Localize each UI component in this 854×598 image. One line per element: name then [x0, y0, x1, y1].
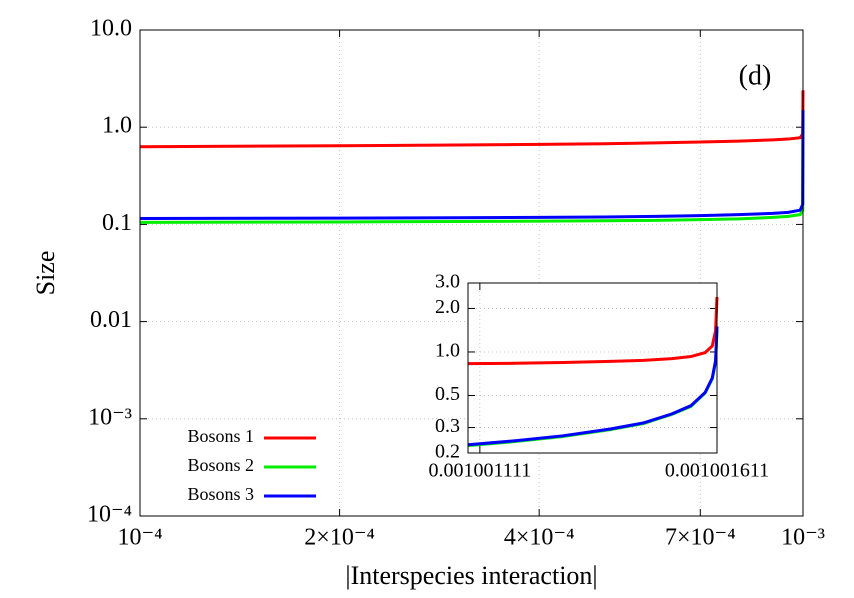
- y-tick-label: 0.01: [90, 307, 132, 333]
- series-line: [140, 90, 805, 149]
- series-line: [140, 112, 805, 224]
- series-line: [140, 110, 805, 220]
- plot-frame: [139, 29, 804, 517]
- x-tick-label: 0.001001611: [665, 460, 769, 482]
- annotation: (d): [739, 60, 772, 91]
- plot-frame: [467, 282, 718, 454]
- y-tick-label: 3.0: [435, 271, 460, 293]
- plot-background: [468, 283, 717, 453]
- x-axis-label: |Interspecies interaction|: [345, 561, 597, 590]
- y-tick-label: 0.1: [102, 210, 132, 236]
- series-line: [468, 326, 719, 447]
- y-tick-label: 10⁻³: [88, 404, 132, 430]
- y-tick-label: 0.3: [435, 415, 460, 437]
- legend-label: Bosons 1: [187, 426, 254, 446]
- y-tick-label: 0.2: [435, 441, 460, 463]
- y-tick-label: 10⁻⁴: [87, 502, 132, 528]
- x-tick-label: 10⁻³: [781, 524, 825, 550]
- x-tick-label: 2×10⁻⁴: [304, 524, 375, 550]
- legend-label: Bosons 3: [187, 484, 254, 504]
- x-tick-label: 0.001001111: [428, 460, 531, 482]
- y-tick-label: 1.0: [435, 340, 460, 362]
- legend-label: Bosons 2: [187, 455, 254, 475]
- x-tick-label: 7×10⁻⁴: [665, 524, 736, 550]
- x-tick-label: 10⁻⁴: [117, 524, 162, 550]
- y-tick-label: 0.5: [435, 383, 460, 405]
- series-line: [468, 296, 719, 366]
- y-tick-label: 1.0: [102, 113, 132, 139]
- y-axis-label: Size: [31, 251, 60, 296]
- x-tick-label: 4×10⁻⁴: [504, 524, 575, 550]
- y-tick-label: 10.0: [90, 16, 132, 42]
- y-tick-label: 2.0: [435, 296, 460, 318]
